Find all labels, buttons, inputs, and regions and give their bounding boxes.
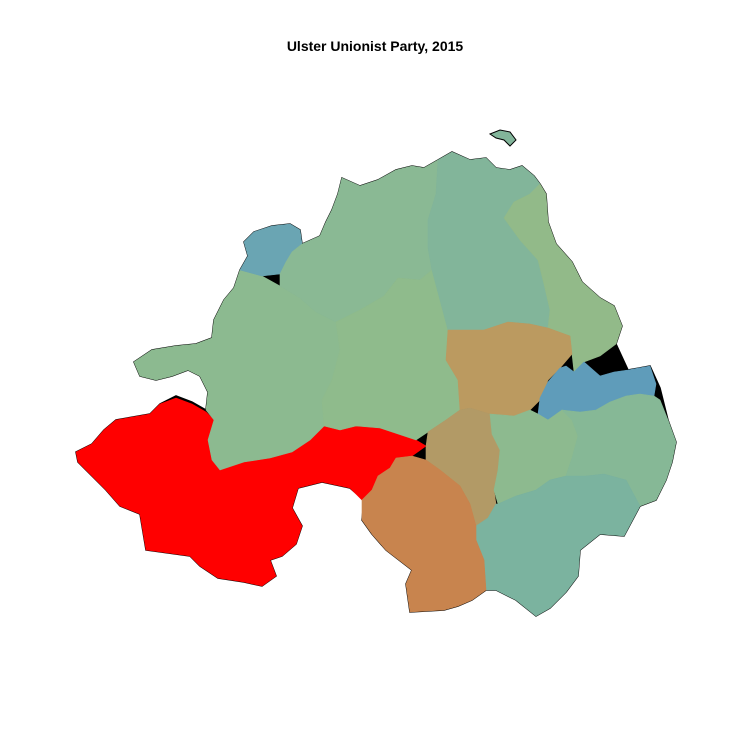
region-newry-armagh	[361, 455, 487, 613]
map-title: Ulster Unionist Party, 2015	[286, 38, 464, 54]
region-strangford	[561, 393, 677, 507]
island-north-coast	[488, 129, 517, 147]
region-south-down	[475, 473, 641, 617]
